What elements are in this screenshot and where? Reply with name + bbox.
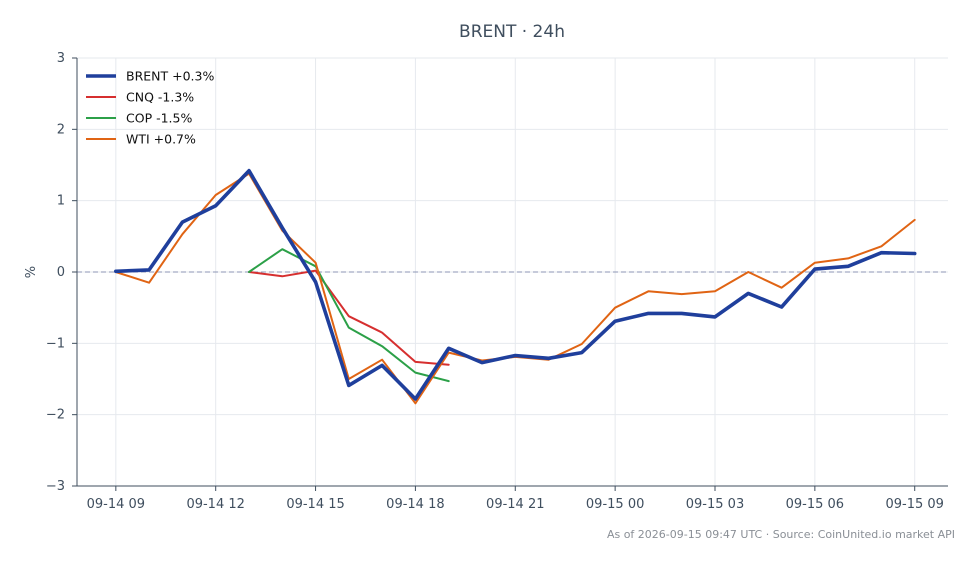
x-tick-label: 09-14 09 bbox=[87, 497, 145, 512]
series-line-2 bbox=[248, 248, 450, 383]
series-line-1 bbox=[248, 269, 450, 366]
y-tick-label: −2 bbox=[46, 408, 65, 423]
x-tick-label: 09-15 03 bbox=[686, 497, 744, 512]
y-tick-label: 1 bbox=[57, 194, 65, 209]
x-tick-label: 09-14 18 bbox=[386, 497, 444, 512]
axes: 3 2 1 0 −1 −2 −3 09-14 09 09-14 12 09-14 15 09-14 … bbox=[46, 51, 948, 512]
x-tick-label: 09-14 21 bbox=[486, 497, 544, 512]
x-tick-label: 09-14 12 bbox=[186, 497, 244, 512]
y-axis-label: % bbox=[24, 266, 39, 278]
x-tick-label: 09-15 00 bbox=[586, 497, 644, 512]
legend-label: BRENT +0.3% bbox=[126, 69, 214, 84]
x-tick-label: 09-14 15 bbox=[286, 497, 344, 512]
chart-title: BRENT · 24h bbox=[459, 22, 565, 42]
legend-label: CNQ -1.3% bbox=[126, 90, 194, 105]
footer-source: As of 2026-09-15 09:47 UTC · Source: Coi… bbox=[607, 528, 955, 541]
y-tick-label: −1 bbox=[46, 336, 65, 351]
legend-label: COP -1.5% bbox=[126, 111, 192, 126]
legend: BRENT +0.3% CNQ -1.3% COP -1.5% WTI +0.7% bbox=[86, 69, 214, 147]
series-line-0 bbox=[114, 168, 917, 401]
y-tick-label: 0 bbox=[57, 265, 65, 280]
y-tick-label: 2 bbox=[57, 122, 65, 137]
legend-label: WTI +0.7% bbox=[126, 132, 196, 147]
series-lines bbox=[114, 168, 917, 405]
y-tick-label: 3 bbox=[57, 51, 65, 66]
y-tick-label: −3 bbox=[46, 479, 65, 494]
x-tick-label: 09-15 09 bbox=[885, 497, 943, 512]
x-tick-label: 09-15 06 bbox=[786, 497, 844, 512]
